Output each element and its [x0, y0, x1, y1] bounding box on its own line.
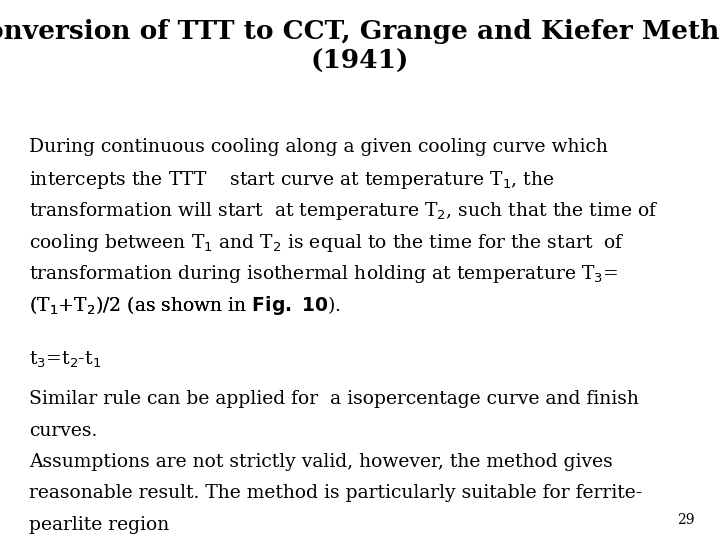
Text: curves.: curves. — [29, 422, 97, 440]
Text: Assumptions are not strictly valid, however, the method gives: Assumptions are not strictly valid, howe… — [29, 453, 613, 471]
Text: cooling between T$_1$ and T$_2$ is equal to the time for the start  of: cooling between T$_1$ and T$_2$ is equal… — [29, 232, 625, 254]
Text: Conversion of TTT to CCT, Grange and Kiefer Method
(1941): Conversion of TTT to CCT, Grange and Kie… — [0, 19, 720, 74]
Text: t$_3$=t$_2$-t$_1$: t$_3$=t$_2$-t$_1$ — [29, 350, 101, 370]
Text: transformation during isothermal holding at temperature T$_3$=: transformation during isothermal holding… — [29, 263, 618, 285]
Text: reasonable result. The method is particularly suitable for ferrite-: reasonable result. The method is particu… — [29, 484, 642, 502]
Text: Similar rule can be applied for  a isopercentage curve and finish: Similar rule can be applied for a isoper… — [29, 390, 639, 408]
Text: During continuous cooling along a given cooling curve which: During continuous cooling along a given … — [29, 138, 608, 156]
Text: pearlite region: pearlite region — [29, 516, 169, 534]
Text: 29: 29 — [678, 512, 695, 526]
Text: (T$_1$+T$_2$)/2 (as shown in: (T$_1$+T$_2$)/2 (as shown in — [29, 294, 248, 316]
Text: transformation will start  at temperature T$_2$, such that the time of: transformation will start at temperature… — [29, 200, 658, 222]
Text: (T$_1$+T$_2$)/2 (as shown in $\mathbf{Fig.\ 10}$).: (T$_1$+T$_2$)/2 (as shown in $\mathbf{Fi… — [29, 294, 341, 318]
Text: intercepts the TTT    start curve at temperature T$_1$, the: intercepts the TTT start curve at temper… — [29, 169, 554, 191]
